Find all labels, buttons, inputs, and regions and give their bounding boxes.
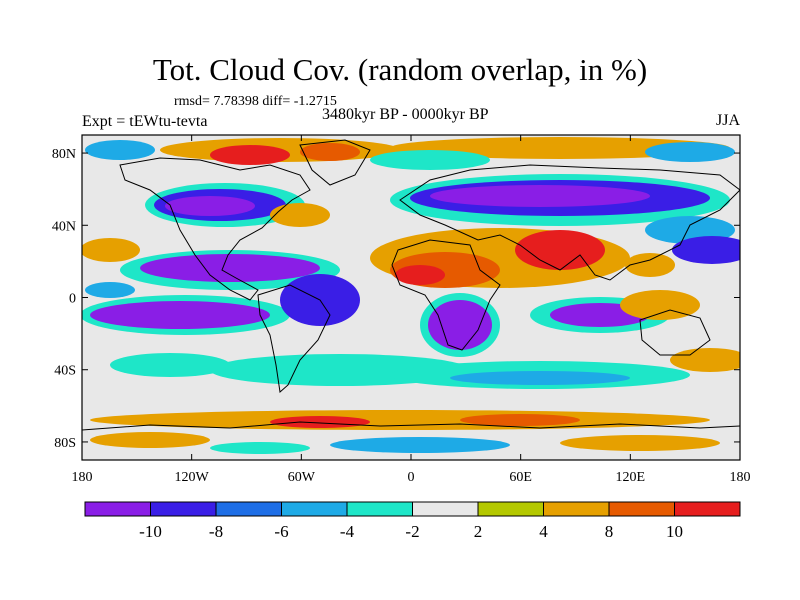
colorbar-label: -8	[209, 522, 223, 541]
anomaly-region	[625, 253, 675, 277]
colorbar-label: 4	[539, 522, 548, 541]
colorbar-swatch	[84, 501, 151, 517]
lat-tick-label: 80N	[52, 147, 76, 162]
lat-tick-label: 40N	[52, 219, 76, 234]
anomaly-region	[270, 203, 330, 227]
anomaly-region	[515, 230, 605, 270]
anomaly-region	[140, 254, 320, 282]
stats-label: rmsd= 7.78398 diff= -1.2715	[174, 94, 337, 109]
anomaly-region	[670, 348, 740, 372]
cloud-anomaly-field	[82, 137, 740, 454]
coastlines	[82, 139, 740, 431]
period-label: 3480kyr BP - 0000kyr BP	[322, 106, 489, 123]
colorbar-label: -10	[139, 522, 162, 541]
anomaly-region	[85, 282, 135, 298]
anomaly-region	[210, 442, 310, 454]
australia-coast	[639, 309, 711, 356]
colorbar-swatch	[215, 501, 282, 517]
colorbar-swatch	[150, 501, 217, 517]
anomaly-region	[460, 414, 580, 426]
lat-tick-label: 80S	[54, 436, 76, 451]
latitude-axis: 80N 40N 0 40S 80S	[52, 147, 740, 451]
lon-tick-label: 0	[408, 470, 415, 485]
colorbar-swatch	[608, 501, 675, 517]
anomaly-region	[82, 238, 140, 262]
colorbar-swatch	[346, 501, 413, 517]
greenland-coast	[299, 139, 371, 186]
plot-title: Tot. Cloud Cov. (random overlap, in %)	[152, 52, 648, 87]
anomaly-region	[90, 432, 210, 448]
anomaly-region	[428, 300, 492, 350]
lat-tick-label: 40S	[54, 364, 76, 379]
anomaly-region	[90, 410, 710, 430]
colorbar-label: 10	[666, 522, 683, 541]
experiment-label: Expt = tEWtu-tevta	[82, 113, 208, 130]
anomaly-region	[645, 142, 735, 162]
season-label: JJA	[715, 112, 740, 129]
colorbar-swatch	[412, 501, 479, 517]
colorbar-label: -4	[340, 522, 355, 541]
lon-tick-label: 60W	[288, 470, 316, 485]
anomaly-region	[330, 437, 510, 453]
north-america-coast	[119, 157, 311, 301]
anomaly-region	[85, 140, 155, 160]
south-america-coast	[257, 284, 331, 393]
colorbar-label: 8	[605, 522, 614, 541]
anomaly-region	[210, 145, 290, 165]
colorbar-swatch	[477, 501, 544, 517]
anomaly-region	[270, 416, 370, 428]
colorbar-label: -2	[405, 522, 419, 541]
anomaly-region	[90, 301, 270, 329]
colorbar-swatch	[281, 501, 348, 517]
lat-tick-label: 0	[69, 292, 76, 307]
lon-tick-label: 180	[730, 470, 751, 485]
lon-tick-label: 180	[72, 470, 93, 485]
colorbar-swatch	[674, 501, 741, 517]
anomaly-region	[430, 185, 650, 207]
anomaly-region	[300, 143, 360, 161]
africa-coast	[391, 239, 501, 351]
colorbar: -10 -8 -6 -4 -2 2 4 8 10	[84, 501, 741, 541]
anomaly-region	[672, 236, 740, 264]
longitude-axis: 180 120W 60W 0 60E 120E 180	[72, 135, 751, 485]
lon-tick-label: 120E	[616, 470, 646, 485]
anomaly-region	[165, 196, 255, 216]
lon-tick-label: 120W	[175, 470, 210, 485]
anomaly-region	[110, 353, 230, 377]
eurasia-coast	[399, 164, 740, 281]
anomaly-region	[395, 265, 445, 285]
colorbar-label: -6	[274, 522, 288, 541]
anomaly-region	[620, 290, 700, 320]
colorbar-label: 2	[474, 522, 483, 541]
anomaly-region	[450, 371, 630, 385]
antarctica-coast	[82, 421, 740, 431]
anomaly-region	[560, 435, 720, 451]
lon-tick-label: 60E	[509, 470, 532, 485]
colorbar-swatch	[543, 501, 610, 517]
anomaly-region	[370, 150, 490, 170]
